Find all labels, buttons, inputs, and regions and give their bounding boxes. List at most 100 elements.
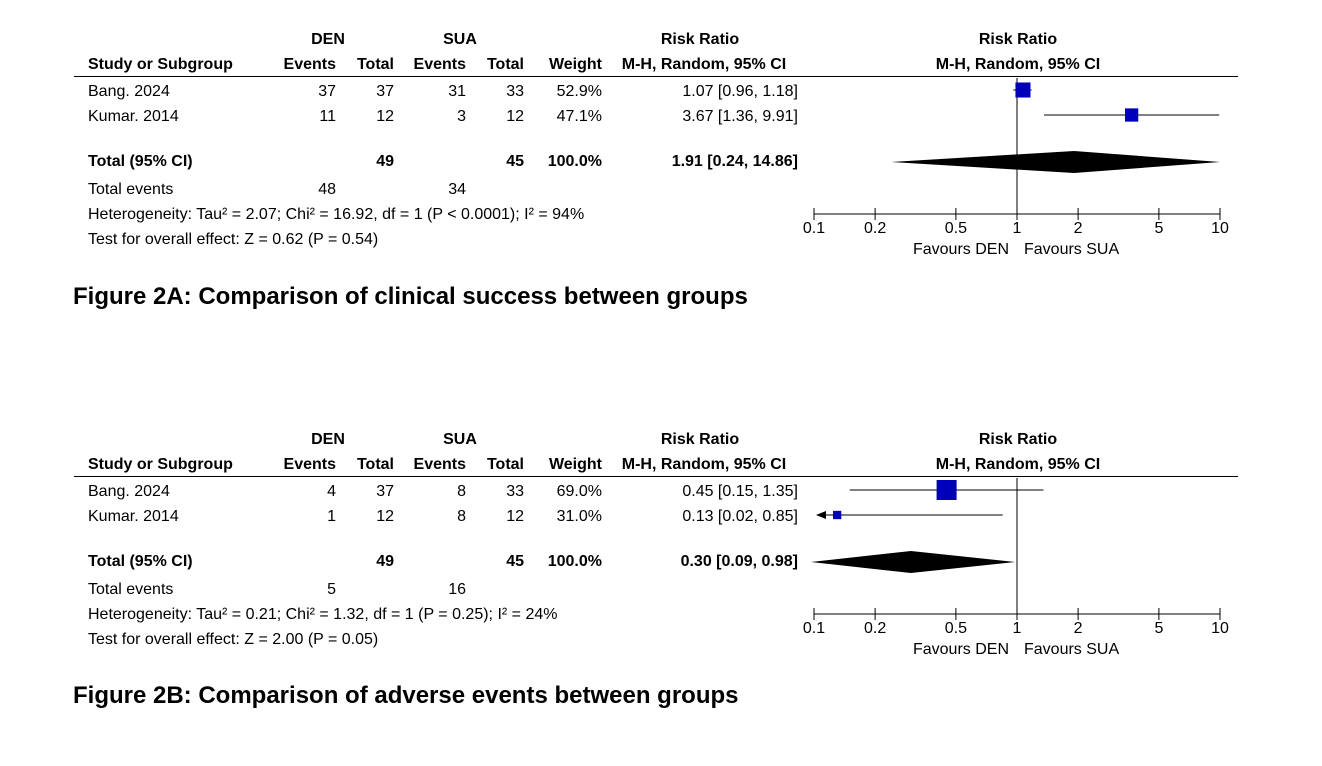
header-rule bbox=[74, 476, 1238, 477]
plot-header-sub: M-H, Random, 95% CI bbox=[935, 456, 1101, 473]
x-tick-label: 1 bbox=[1013, 620, 1022, 637]
total-n1: 49 bbox=[376, 153, 394, 170]
study-column-header: Study or Subgroup bbox=[88, 456, 233, 473]
study-events1: 37 bbox=[318, 83, 336, 100]
total-events2: 34 bbox=[448, 181, 466, 198]
total-n2: 45 bbox=[506, 153, 524, 170]
x-tick-label: 0.5 bbox=[945, 620, 967, 637]
group2-header: SUA bbox=[443, 431, 477, 448]
effect-header-top: Risk Ratio bbox=[660, 31, 740, 48]
total2-header: Total bbox=[486, 56, 524, 73]
x-tick-label: 5 bbox=[1154, 620, 1163, 637]
study-name: Bang. 2024 bbox=[88, 83, 170, 100]
group1-header: DEN bbox=[311, 431, 345, 448]
total-events2: 16 bbox=[448, 581, 466, 598]
x-tick-label: 0.2 bbox=[864, 620, 886, 637]
heterogeneity-text: Heterogeneity: Tau² = 0.21; Chi² = 1.32,… bbox=[88, 606, 558, 623]
figure-caption: Figure 2A: Comparison of clinical succes… bbox=[73, 283, 748, 310]
study-events2: 8 bbox=[457, 483, 466, 500]
study-weight: 52.9% bbox=[556, 83, 602, 100]
study-total2: 33 bbox=[506, 83, 524, 100]
plot-header-sub: M-H, Random, 95% CI bbox=[935, 56, 1101, 73]
x-tick-label: 10 bbox=[1211, 620, 1229, 637]
x-tick-label: 0.2 bbox=[864, 220, 886, 237]
study-total2: 33 bbox=[506, 483, 524, 500]
study-name: Bang. 2024 bbox=[88, 483, 170, 500]
events1-header: Events bbox=[283, 56, 336, 73]
total-events-label: Total events bbox=[88, 181, 174, 198]
study-events2: 31 bbox=[448, 83, 466, 100]
events2-header: Events bbox=[413, 56, 466, 73]
study-total1: 12 bbox=[376, 108, 394, 125]
overall-effect-text: Test for overall effect: Z = 2.00 (P = 0… bbox=[88, 631, 379, 648]
total-events1: 48 bbox=[318, 181, 336, 198]
figure-caption: Figure 2B: Comparison of adverse events … bbox=[73, 682, 739, 709]
total-weight: 100.0% bbox=[547, 553, 602, 570]
total-n1: 49 bbox=[376, 553, 394, 570]
study-total1: 12 bbox=[376, 508, 394, 525]
study-marker bbox=[1124, 108, 1139, 122]
study-name: Kumar. 2014 bbox=[88, 508, 179, 525]
study-events1: 4 bbox=[327, 483, 336, 500]
overall-effect-text: Test for overall effect: Z = 0.62 (P = 0… bbox=[88, 231, 379, 248]
study-ci: 3.67 [1.36, 9.91] bbox=[682, 108, 798, 125]
study-column-header: Study or Subgroup bbox=[88, 56, 233, 73]
group2-header: SUA bbox=[443, 31, 477, 48]
study-marker bbox=[1015, 82, 1031, 98]
study-total1: 37 bbox=[376, 83, 394, 100]
effect-header-sub: M-H, Random, 95% CI bbox=[621, 56, 787, 73]
x-tick-label: 1 bbox=[1013, 220, 1022, 237]
events1-header: Events bbox=[283, 456, 336, 473]
total-events1: 5 bbox=[327, 581, 336, 598]
x-tick-label: 0.1 bbox=[803, 620, 825, 637]
total-n2: 45 bbox=[506, 553, 524, 570]
study-name: Kumar. 2014 bbox=[88, 108, 179, 125]
x-tick-label: 0.1 bbox=[803, 220, 825, 237]
effect-header-top: Risk Ratio bbox=[660, 431, 740, 448]
total-weight: 100.0% bbox=[547, 153, 602, 170]
group1-header: DEN bbox=[311, 31, 345, 48]
plot-header-top: Risk Ratio bbox=[978, 431, 1058, 448]
study-ci: 1.07 [0.96, 1.18] bbox=[682, 83, 798, 100]
total1-header: Total bbox=[356, 56, 394, 73]
total-label: Total (95% CI) bbox=[88, 553, 193, 570]
x-tick-label: 2 bbox=[1074, 220, 1083, 237]
x-tick-label: 2 bbox=[1074, 620, 1083, 637]
forest-plot-area: 0.1 0.2 0.5 1 2 5 10 Favours DEN Favours SUA bbox=[803, 78, 1229, 258]
favours-right-label: Favours SUA bbox=[1024, 641, 1119, 658]
total-label: Total (95% CI) bbox=[88, 153, 193, 170]
forest-plot-2b: DEN SUA Risk Ratio Risk Ratio Study or S… bbox=[0, 400, 1322, 730]
forest-plot-2a: DEN SUA Risk Ratio Risk Ratio Study or S… bbox=[0, 0, 1322, 330]
total2-header: Total bbox=[486, 456, 524, 473]
total-ci: 1.91 [0.24, 14.86] bbox=[671, 153, 798, 170]
study-ci: 0.13 [0.02, 0.85] bbox=[682, 508, 798, 525]
favours-left-label: Favours DEN bbox=[913, 241, 1009, 258]
x-tick-label: 5 bbox=[1154, 220, 1163, 237]
study-events1: 11 bbox=[319, 108, 336, 125]
x-tick-label: 0.5 bbox=[945, 220, 967, 237]
total-events-label: Total events bbox=[88, 581, 174, 598]
pooled-diamond bbox=[811, 551, 1016, 573]
events2-header: Events bbox=[413, 456, 466, 473]
pooled-diamond bbox=[891, 151, 1220, 173]
favours-right-label: Favours SUA bbox=[1024, 241, 1119, 258]
total-ci: 0.30 [0.09, 0.98] bbox=[680, 553, 798, 570]
effect-header-sub: M-H, Random, 95% CI bbox=[621, 456, 787, 473]
study-events2: 3 bbox=[457, 108, 466, 125]
heterogeneity-text: Heterogeneity: Tau² = 2.07; Chi² = 16.92… bbox=[88, 206, 585, 223]
total1-header: Total bbox=[356, 456, 394, 473]
study-ci: 0.45 [0.15, 1.35] bbox=[682, 483, 798, 500]
header-rule bbox=[74, 76, 1238, 77]
study-total2: 12 bbox=[506, 508, 524, 525]
study-weight: 31.0% bbox=[556, 508, 602, 525]
study-weight: 47.1% bbox=[556, 108, 602, 125]
ci-arrow-left bbox=[816, 511, 826, 519]
study-total2: 12 bbox=[506, 108, 524, 125]
favours-left-label: Favours DEN bbox=[913, 641, 1009, 658]
forest-plot-area: 0.1 0.2 0.5 1 2 5 10 Favours DEN Favours SUA bbox=[803, 478, 1229, 658]
study-weight: 69.0% bbox=[556, 483, 602, 500]
study-total1: 37 bbox=[376, 483, 394, 500]
study-events1: 1 bbox=[327, 508, 336, 525]
weight-header: Weight bbox=[548, 456, 602, 473]
plot-header-top: Risk Ratio bbox=[978, 31, 1058, 48]
